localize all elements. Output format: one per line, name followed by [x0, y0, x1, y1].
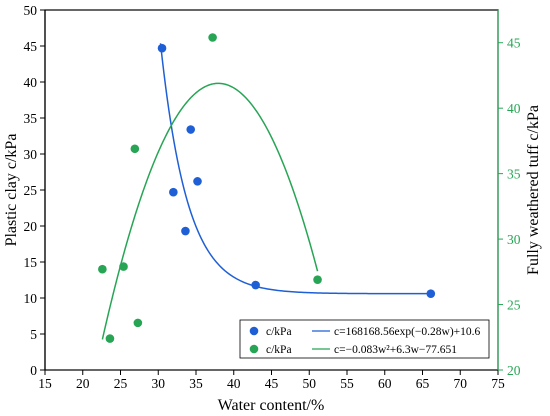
plot-area — [44, 9, 499, 371]
x-axis-title: Water content/% — [218, 397, 325, 414]
y-left-tick-label: 5 — [30, 327, 37, 342]
legend-marker-green — [249, 344, 259, 354]
y-axis-right-title: Fully weathered tuff c/kPa — [525, 105, 542, 275]
y-left-tick-label: 30 — [24, 147, 38, 162]
y-axis-left-title: Plastic clay c/kPa — [3, 134, 20, 247]
x-axis: 15 20 25 30 35 40 45 50 55 60 65 70 75 — [38, 370, 505, 391]
data-point-series-0 — [169, 187, 178, 197]
y-right-tick-label: 20 — [507, 363, 521, 378]
y-left-tick-label: 40 — [24, 75, 38, 90]
data-point-series-0 — [251, 280, 260, 290]
x-tick-label: 35 — [189, 376, 203, 391]
y-left-tick-label: 35 — [24, 111, 38, 126]
legend-label-green-series: c/kPa — [266, 344, 292, 356]
x-tick-label: 70 — [454, 376, 468, 391]
y-left-tick-label: 10 — [24, 291, 38, 306]
x-tick-label: 40 — [227, 376, 241, 391]
fit-curves — [101, 43, 431, 340]
data-point-series-1 — [133, 318, 143, 328]
y-left-tick-label: 50 — [24, 3, 38, 18]
data-points — [98, 33, 436, 343]
y-right-tick-label: 40 — [507, 101, 521, 116]
data-point-series-1 — [98, 264, 107, 274]
y-right-tick-label: 30 — [507, 232, 521, 247]
y-axis-left: 0 5 10 15 20 25 30 35 40 45 50 — [24, 3, 45, 378]
fit-curve-1 — [101, 82, 319, 340]
data-point-series-0 — [157, 43, 167, 53]
y-right-tick-label: 25 — [507, 298, 521, 313]
y-right-tick-label: 45 — [507, 36, 521, 51]
legend-box — [239, 319, 490, 359]
legend: c/kPa c=168168.56exp(−0.28w)+10.6 c/kPa … — [239, 319, 490, 359]
legend-label-green-fit: c=−0.083w²+6.3w−77.651 — [334, 344, 457, 356]
fit-curve-0 — [159, 43, 431, 295]
data-point-series-1 — [105, 334, 115, 343]
y-left-tick-label: 0 — [30, 363, 37, 378]
x-tick-label: 60 — [378, 376, 392, 391]
x-tick-label: 20 — [76, 376, 90, 391]
y-right-tick-label: 35 — [507, 167, 521, 182]
y-left-tick-label: 20 — [24, 219, 38, 234]
legend-marker-blue — [249, 326, 259, 336]
data-point-series-0 — [193, 177, 202, 186]
x-tick-label: 75 — [491, 376, 505, 391]
data-point-series-0 — [181, 226, 190, 236]
x-tick-label: 55 — [340, 376, 354, 391]
data-point-series-1 — [208, 33, 217, 42]
data-point-series-1 — [119, 262, 128, 271]
y-left-tick-label: 25 — [24, 183, 38, 198]
x-tick-label: 30 — [152, 376, 166, 391]
data-point-series-1 — [313, 275, 322, 284]
x-tick-label: 15 — [38, 376, 52, 391]
y-axis-right: 20 25 30 35 40 45 — [498, 36, 521, 378]
data-point-series-0 — [426, 289, 436, 298]
y-left-tick-label: 45 — [24, 39, 38, 54]
data-point-series-1 — [130, 144, 140, 154]
legend-label-blue-fit: c=168168.56exp(−0.28w)+10.6 — [334, 326, 481, 338]
x-tick-label: 65 — [416, 376, 430, 391]
y-left-tick-label: 15 — [24, 255, 38, 270]
x-tick-label: 25 — [114, 376, 128, 391]
x-tick-label: 45 — [265, 376, 279, 391]
data-point-series-0 — [186, 125, 196, 134]
x-tick-label: 50 — [303, 376, 317, 391]
legend-label-blue-series: c/kPa — [266, 326, 292, 338]
